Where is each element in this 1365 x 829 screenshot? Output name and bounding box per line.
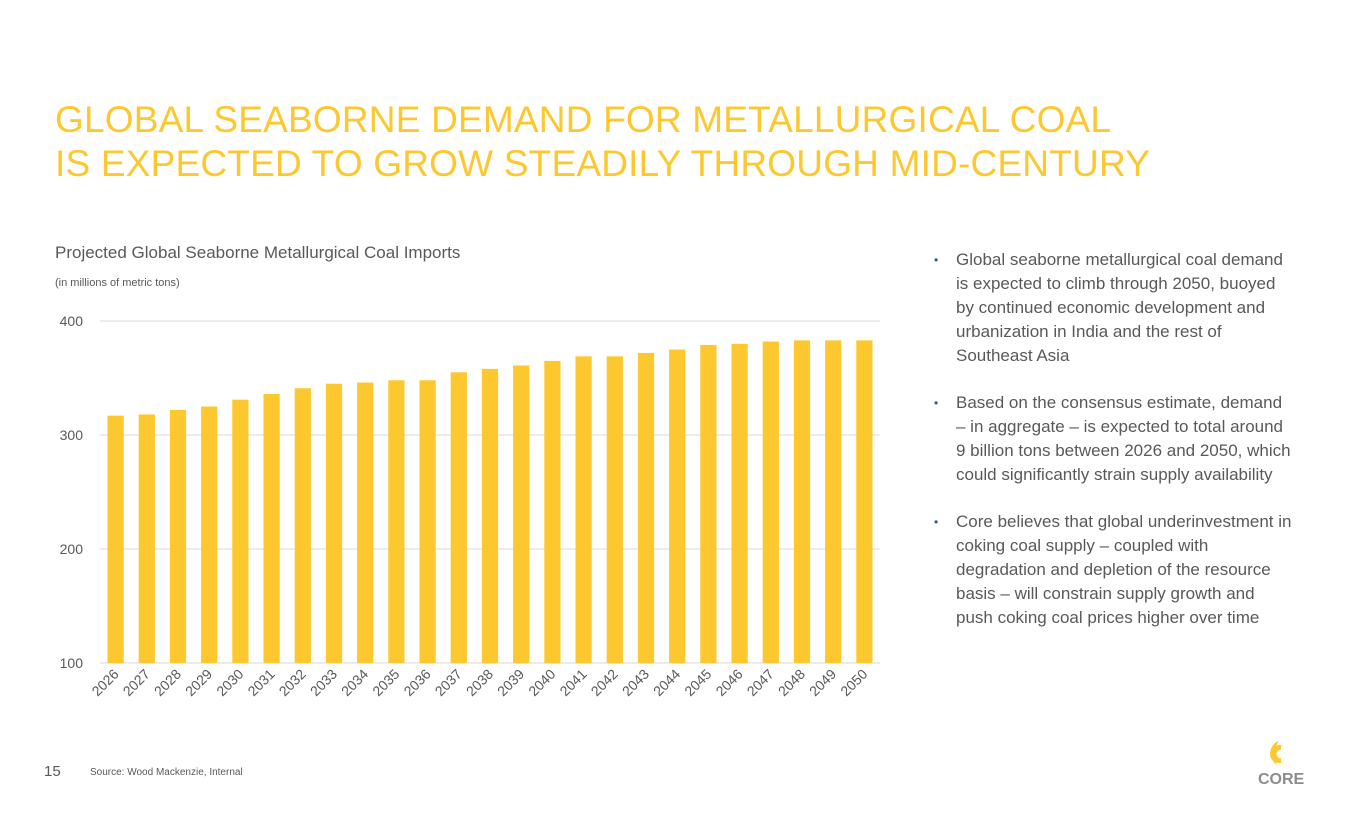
- chart-subtitle: (in millions of metric tons): [55, 277, 180, 289]
- chart-title: Projected Global Seaborne Metallurgical …: [55, 243, 461, 262]
- x-tick-label: 2038: [463, 666, 496, 699]
- x-tick-label: 2028: [151, 666, 184, 699]
- bar: [325, 383, 343, 663]
- bar: [232, 399, 249, 663]
- bar: [450, 372, 467, 663]
- x-tick-label: 2026: [88, 666, 121, 699]
- bar: [107, 415, 124, 663]
- bullet-text: Global seaborne metallurgical coal deman…: [956, 250, 1283, 365]
- x-tick-label: 2035: [369, 666, 402, 699]
- x-tick-label: 2043: [619, 666, 652, 699]
- slide-title-line-2: IS EXPECTED TO GROW STEADILY THROUGH MID…: [55, 143, 1151, 184]
- x-tick-label: 2046: [712, 666, 745, 699]
- bar: [419, 380, 436, 663]
- x-tick-label: 2049: [806, 666, 839, 699]
- bar: [481, 368, 499, 663]
- bullet-text: Core believes that global underinvestmen…: [956, 512, 1292, 627]
- x-tick-label: 2031: [244, 666, 277, 699]
- x-tick-label: 2042: [588, 666, 621, 699]
- bar: [294, 388, 311, 663]
- bullet-item: • Global seaborne metallurgical coal dem…: [934, 248, 1294, 368]
- bar: [700, 344, 717, 663]
- x-tick-label: 2027: [120, 666, 153, 699]
- y-tick-label: 300: [60, 427, 84, 443]
- y-tick-label: 200: [60, 541, 84, 557]
- bullet-dot-icon: •: [934, 396, 939, 410]
- x-tick-label: 2032: [276, 666, 309, 699]
- source-note: Source: Wood Mackenzie, Internal: [90, 767, 243, 778]
- bar: [637, 352, 655, 663]
- bar-chart: 100 200 300 400 2026202720282029203020312032…: [60, 313, 880, 699]
- bullet-dot-icon: •: [934, 515, 939, 529]
- bar: [793, 340, 811, 663]
- bar: [388, 380, 405, 663]
- bar: [513, 365, 530, 663]
- logo-text: CORE: [1258, 771, 1305, 788]
- x-tick-label: 2044: [650, 666, 683, 699]
- page-number: 15: [44, 763, 61, 780]
- slide-title-line-1: GLOBAL SEABORNE DEMAND FOR METALLURGICAL…: [55, 99, 1112, 140]
- x-tick-label: 2045: [681, 666, 714, 699]
- x-tick-label: 2041: [556, 666, 589, 699]
- bullet-item: • Based on the consensus estimate, deman…: [934, 391, 1294, 487]
- x-tick-label: 2039: [494, 666, 527, 699]
- bar: [731, 343, 748, 663]
- x-tick-label: 2047: [744, 666, 777, 699]
- bar: [825, 340, 842, 663]
- x-tick-label: 2040: [525, 666, 558, 699]
- x-tick-label: 2050: [837, 666, 870, 699]
- x-tick-label: 2029: [182, 666, 215, 699]
- bar: [606, 356, 623, 663]
- bullet-text: Based on the consensus estimate, demand …: [956, 393, 1291, 484]
- bar: [263, 393, 280, 663]
- bar: [544, 360, 561, 663]
- bar: [669, 349, 686, 663]
- x-tick-label: 2033: [307, 666, 340, 699]
- x-tick-label: 2034: [338, 666, 371, 699]
- x-tick-label: 2048: [775, 666, 808, 699]
- bar: [575, 356, 592, 663]
- bar: [138, 414, 155, 663]
- bar: [357, 382, 374, 663]
- x-tick-label: 2036: [400, 666, 433, 699]
- bar: [762, 341, 779, 663]
- core-logo-icon: [1270, 741, 1289, 765]
- x-tick-label: 2037: [432, 666, 465, 699]
- bar: [169, 409, 187, 663]
- x-tick-label: 2030: [213, 666, 246, 699]
- y-tick-label: 400: [60, 313, 84, 329]
- slide-title: GLOBAL SEABORNE DEMAND FOR METALLURGICAL…: [55, 98, 1205, 186]
- y-tick-label: 100: [60, 655, 84, 671]
- bullet-list: • Global seaborne metallurgical coal dem…: [934, 248, 1294, 653]
- bar: [201, 406, 218, 663]
- bar: [856, 340, 873, 663]
- bullet-item: • Core believes that global underinvestm…: [934, 510, 1294, 630]
- bullet-dot-icon: •: [934, 253, 939, 267]
